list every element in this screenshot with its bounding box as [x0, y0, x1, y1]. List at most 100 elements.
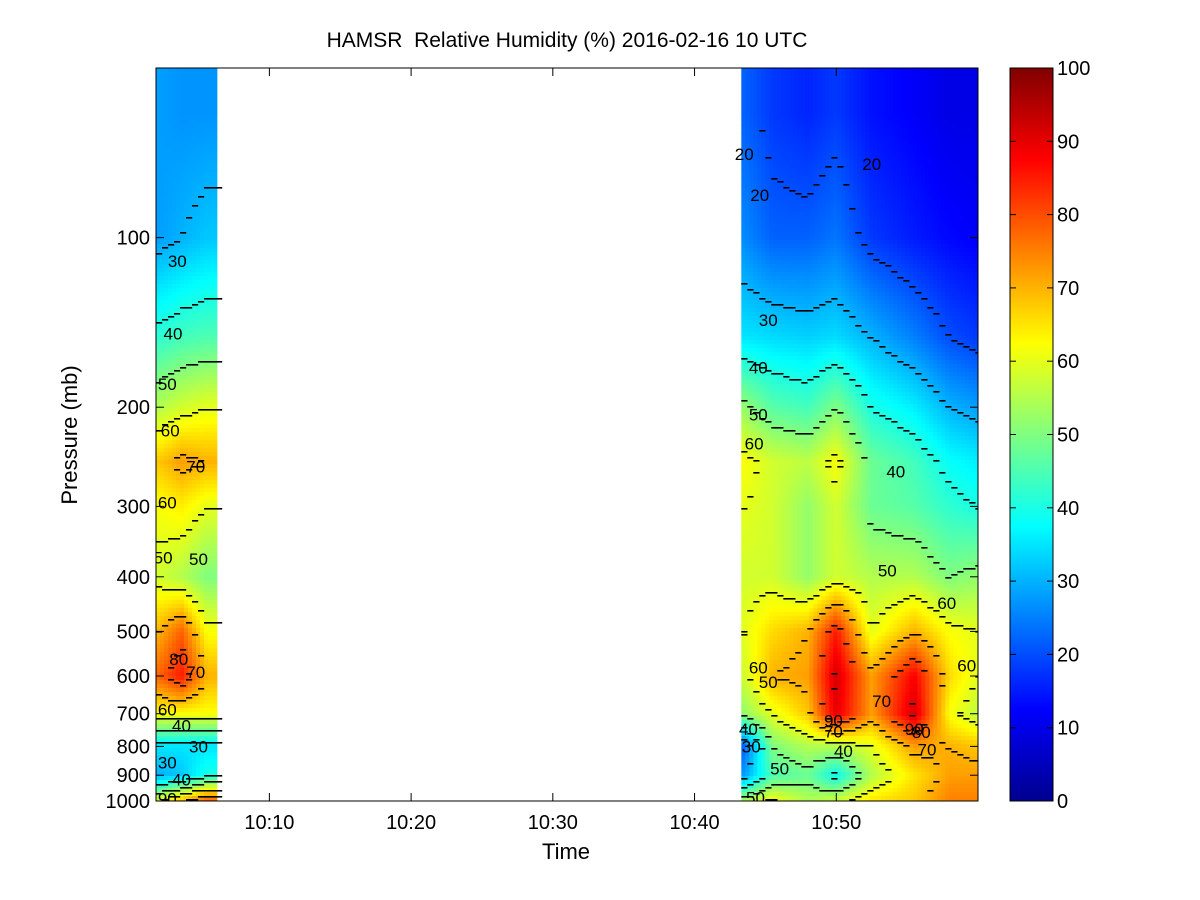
heatmap-cell — [749, 644, 754, 649]
heatmap-cell — [757, 240, 762, 245]
heatmap-cell — [777, 120, 782, 125]
heatmap-cell — [168, 140, 173, 145]
heatmap-cell — [777, 784, 782, 789]
heatmap-cell — [192, 420, 197, 425]
heatmap-cell — [176, 424, 181, 429]
heatmap-cell — [172, 704, 177, 709]
heatmap-cell — [765, 492, 770, 497]
heatmap-cell — [765, 324, 770, 329]
heatmap-cell — [164, 500, 169, 505]
heatmap-cell — [753, 352, 758, 357]
heatmap-cell — [216, 748, 218, 753]
heatmap-cell — [757, 712, 762, 717]
heatmap-cell — [761, 588, 766, 593]
heatmap-cell — [204, 556, 209, 561]
heatmap-cell — [192, 580, 197, 585]
heatmap-cell — [745, 328, 750, 333]
heatmap-cell — [216, 308, 218, 313]
heatmap-cell — [216, 156, 218, 161]
heatmap-cell — [192, 576, 197, 581]
heatmap-cell — [168, 460, 173, 465]
heatmap-cell — [192, 376, 197, 381]
heatmap-cell — [769, 768, 774, 773]
heatmap-cell — [769, 496, 774, 501]
heatmap-cell — [749, 412, 754, 417]
heatmap-cell — [212, 188, 217, 193]
heatmap-cell — [160, 276, 165, 281]
heatmap-cell — [749, 92, 754, 97]
heatmap-cell — [753, 540, 758, 545]
heatmap-cell — [160, 612, 165, 617]
heatmap-cell — [184, 676, 189, 681]
heatmap-cell — [204, 416, 209, 421]
heatmap-cell — [745, 492, 750, 497]
heatmap-cell — [216, 384, 218, 389]
heatmap-cell — [188, 264, 193, 269]
heatmap-cell — [160, 452, 165, 457]
heatmap-cell — [164, 512, 169, 517]
heatmap-cell — [761, 596, 766, 601]
heatmap-cell — [212, 548, 217, 553]
contour-line-60 — [156, 541, 163, 543]
heatmap-cell — [184, 412, 189, 417]
heatmap-cell — [184, 784, 189, 789]
heatmap-cell — [200, 304, 205, 309]
heatmap-cell — [156, 296, 161, 301]
heatmap-cell — [765, 688, 770, 693]
heatmap-cell — [753, 692, 758, 697]
heatmap-cell — [781, 76, 786, 81]
heatmap-cell — [164, 388, 169, 393]
heatmap-cell — [196, 152, 201, 157]
heatmap-cell — [164, 776, 169, 781]
heatmap-cell — [208, 80, 213, 85]
heatmap-cell — [160, 328, 165, 333]
heatmap-cell — [164, 544, 169, 549]
heatmap-cell — [168, 548, 173, 553]
heatmap-cell — [761, 796, 766, 801]
heatmap-cell — [180, 688, 185, 693]
heatmap-cell — [168, 484, 173, 489]
heatmap-cell — [216, 608, 218, 613]
heatmap-cell — [769, 344, 774, 349]
heatmap-cell — [761, 100, 766, 105]
heatmap-cell — [749, 740, 754, 745]
heatmap-cell — [769, 716, 774, 721]
heatmap-cell — [200, 560, 205, 565]
heatmap-cell — [212, 288, 217, 293]
heatmap-cell — [216, 544, 218, 549]
heatmap-cell — [761, 84, 766, 89]
heatmap-cell — [757, 472, 762, 477]
heatmap-cell — [761, 464, 766, 469]
heatmap-cell — [745, 776, 750, 781]
heatmap-cell — [753, 104, 758, 109]
contour-line-60 — [162, 589, 169, 591]
heatmap-cell — [212, 760, 217, 765]
heatmap-cell — [164, 104, 169, 109]
heatmap-cell — [757, 224, 762, 229]
heatmap-cell — [749, 136, 754, 141]
heatmap-cell — [216, 232, 218, 237]
heatmap-cell — [168, 516, 173, 521]
heatmap-cell — [172, 632, 177, 637]
heatmap-cell — [741, 72, 746, 77]
heatmap-cell — [208, 356, 213, 361]
heatmap-cell — [749, 624, 754, 629]
heatmap-cell — [757, 260, 762, 265]
heatmap-cell — [160, 68, 165, 73]
heatmap-cell — [204, 600, 209, 605]
heatmap-cell — [156, 216, 161, 221]
heatmap-cell — [769, 584, 774, 589]
heatmap-cell — [204, 184, 209, 189]
heatmap-cell — [176, 408, 181, 413]
heatmap-cell — [188, 200, 193, 205]
heatmap-cell — [741, 268, 746, 273]
heatmap-cell — [192, 760, 197, 765]
heatmap-cell — [765, 456, 770, 461]
heatmap-cell — [156, 392, 161, 397]
heatmap-cell — [745, 712, 750, 717]
heatmap-cell — [184, 136, 189, 141]
heatmap-cell — [160, 172, 165, 177]
heatmap-cell — [216, 612, 218, 617]
heatmap-cell — [212, 608, 217, 613]
heatmap-cell — [176, 420, 181, 425]
